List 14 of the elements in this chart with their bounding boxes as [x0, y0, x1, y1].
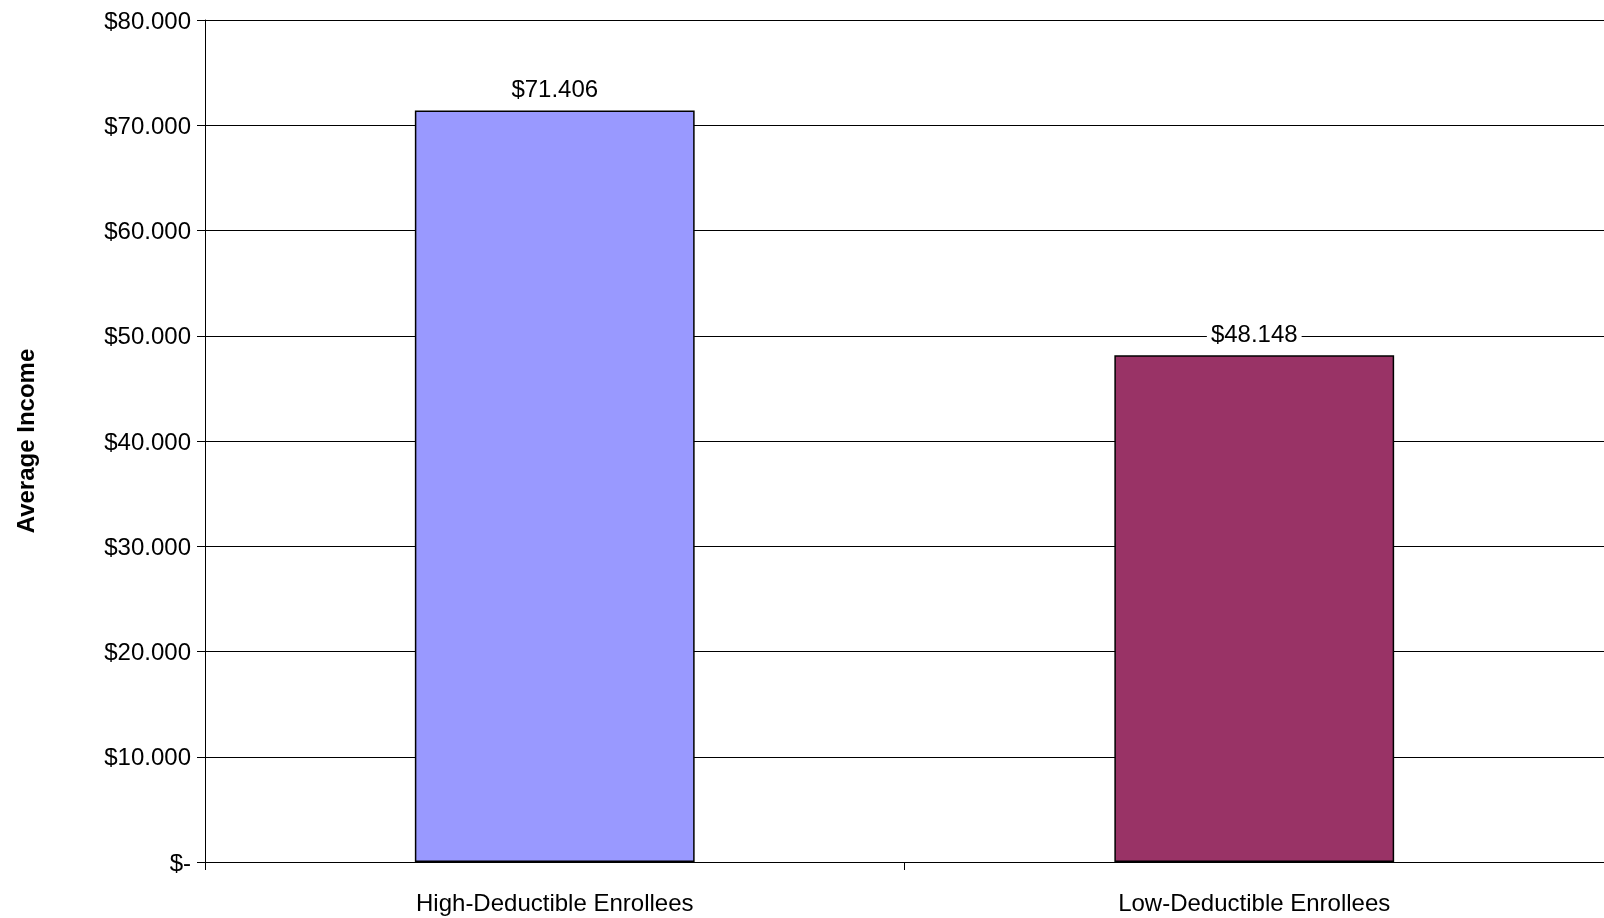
- y-tick-label: $70.000: [104, 111, 191, 139]
- y-tick-label: $50.000: [104, 322, 191, 350]
- data-label: $48.148: [1210, 319, 1298, 347]
- x-tick-label: High-Deductible Enrollees: [416, 888, 694, 916]
- y-tick-label: $10.000: [104, 743, 191, 771]
- y-tick-label: $80.000: [104, 6, 191, 34]
- y-axis-title: Average Income: [11, 348, 39, 534]
- y-tick-label: $-: [169, 848, 191, 876]
- y-tick-label: $30.000: [104, 532, 191, 560]
- data-label: $71.406: [511, 74, 599, 102]
- y-tick-label: $20.000: [104, 638, 191, 665]
- x-tick-label: Low-Deductible Enrollees: [1118, 888, 1391, 916]
- y-tick-label: $60.000: [104, 217, 191, 244]
- y-tick-label: $40.000: [104, 427, 191, 455]
